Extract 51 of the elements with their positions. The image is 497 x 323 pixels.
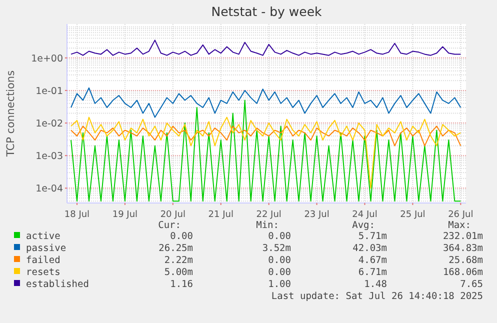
y-axis-title: TCP connections <box>5 70 17 158</box>
y-tick-label: 1e-02 <box>36 118 63 130</box>
text: 4.67m <box>358 255 388 266</box>
line-series <box>70 126 462 146</box>
legend-label: resets <box>26 267 60 278</box>
text: 232.01m <box>442 231 484 242</box>
text: Cur: <box>158 220 181 231</box>
text: 0.00 <box>268 267 292 278</box>
text: 0.00 <box>170 231 194 242</box>
x-tick-label: 22 Jul <box>256 210 282 220</box>
line-series <box>70 100 462 202</box>
x-tick-label: 25 Jul <box>400 210 426 220</box>
text: 0.00 <box>268 231 292 242</box>
text: 6.71m <box>358 267 388 278</box>
text: 168.06m <box>442 267 484 278</box>
line-series <box>70 40 462 56</box>
text: Min: <box>256 220 279 231</box>
text: 5.00m <box>164 267 194 278</box>
y-tick-label: 1e-01 <box>36 86 63 97</box>
y-tick-label: 1e+00 <box>31 53 63 64</box>
chart-title: Netstat - by week <box>211 4 323 19</box>
legend-label: established <box>26 279 89 290</box>
legend-label: failed <box>26 255 60 266</box>
x-tick-label: 21 Jul <box>208 210 234 220</box>
x-tick-label: 23 Jul <box>304 210 330 220</box>
line-series <box>70 116 462 189</box>
text: Max: <box>448 220 471 231</box>
text: 25.68m <box>448 255 484 266</box>
y-tick-label: 1e-04 <box>36 184 63 195</box>
legend-label: active <box>26 231 61 242</box>
text: Avg: <box>352 220 375 231</box>
text: 1.48 <box>364 279 388 290</box>
text: 1.16 <box>170 279 194 290</box>
text: 364.83m <box>442 243 484 254</box>
line-series <box>70 87 462 118</box>
x-tick-label: 26 Jul <box>448 210 474 220</box>
x-tick-label: 24 Jul <box>352 210 378 220</box>
legend-label: passive <box>26 243 66 254</box>
y-tick-label: 1e-03 <box>36 151 63 162</box>
text: 1.00 <box>268 279 292 290</box>
x-tick-label: 20 Jul <box>160 210 186 220</box>
text: 7.65 <box>460 279 483 290</box>
text: 26.25m <box>158 243 194 254</box>
text: 3.52m <box>262 243 292 254</box>
text: 0.00 <box>268 255 292 266</box>
x-tick-label: 19 Jul <box>112 210 138 220</box>
text: 42.03m <box>352 243 388 254</box>
text: Last update: Sat Jul 26 14:40:18 2025 <box>271 291 483 302</box>
text: 5.71m <box>358 231 388 242</box>
x-tick-label: 18 Jul <box>64 210 90 220</box>
text: 2.22m <box>164 255 194 266</box>
